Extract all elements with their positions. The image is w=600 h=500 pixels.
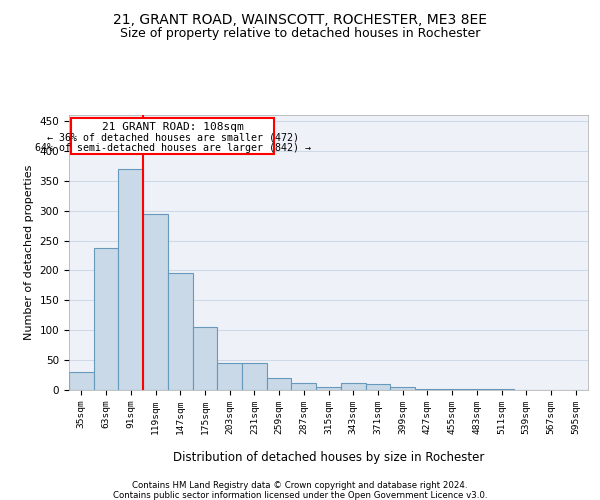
Text: 21, GRANT ROAD, WAINSCOTT, ROCHESTER, ME3 8EE: 21, GRANT ROAD, WAINSCOTT, ROCHESTER, ME… xyxy=(113,12,487,26)
Bar xyxy=(267,378,292,390)
Bar xyxy=(118,169,143,390)
Text: Contains HM Land Registry data © Crown copyright and database right 2024.: Contains HM Land Registry data © Crown c… xyxy=(132,480,468,490)
Bar xyxy=(292,383,316,390)
Text: Contains public sector information licensed under the Open Government Licence v3: Contains public sector information licen… xyxy=(113,490,487,500)
Bar xyxy=(217,363,242,390)
Text: 21 GRANT ROAD: 108sqm: 21 GRANT ROAD: 108sqm xyxy=(102,122,244,132)
Bar xyxy=(143,214,168,390)
Bar xyxy=(341,383,365,390)
Bar xyxy=(94,248,118,390)
Bar xyxy=(415,389,440,390)
Bar xyxy=(242,363,267,390)
Text: Distribution of detached houses by size in Rochester: Distribution of detached houses by size … xyxy=(173,451,484,464)
FancyBboxPatch shape xyxy=(71,118,274,154)
Text: ← 36% of detached houses are smaller (472): ← 36% of detached houses are smaller (47… xyxy=(47,132,299,142)
Bar xyxy=(168,274,193,390)
Y-axis label: Number of detached properties: Number of detached properties xyxy=(24,165,34,340)
Text: Size of property relative to detached houses in Rochester: Size of property relative to detached ho… xyxy=(120,28,480,40)
Bar xyxy=(390,387,415,390)
Bar xyxy=(365,384,390,390)
Bar xyxy=(69,372,94,390)
Bar xyxy=(316,387,341,390)
Bar xyxy=(440,389,464,390)
Bar xyxy=(193,327,217,390)
Text: 64% of semi-detached houses are larger (842) →: 64% of semi-detached houses are larger (… xyxy=(35,144,311,154)
